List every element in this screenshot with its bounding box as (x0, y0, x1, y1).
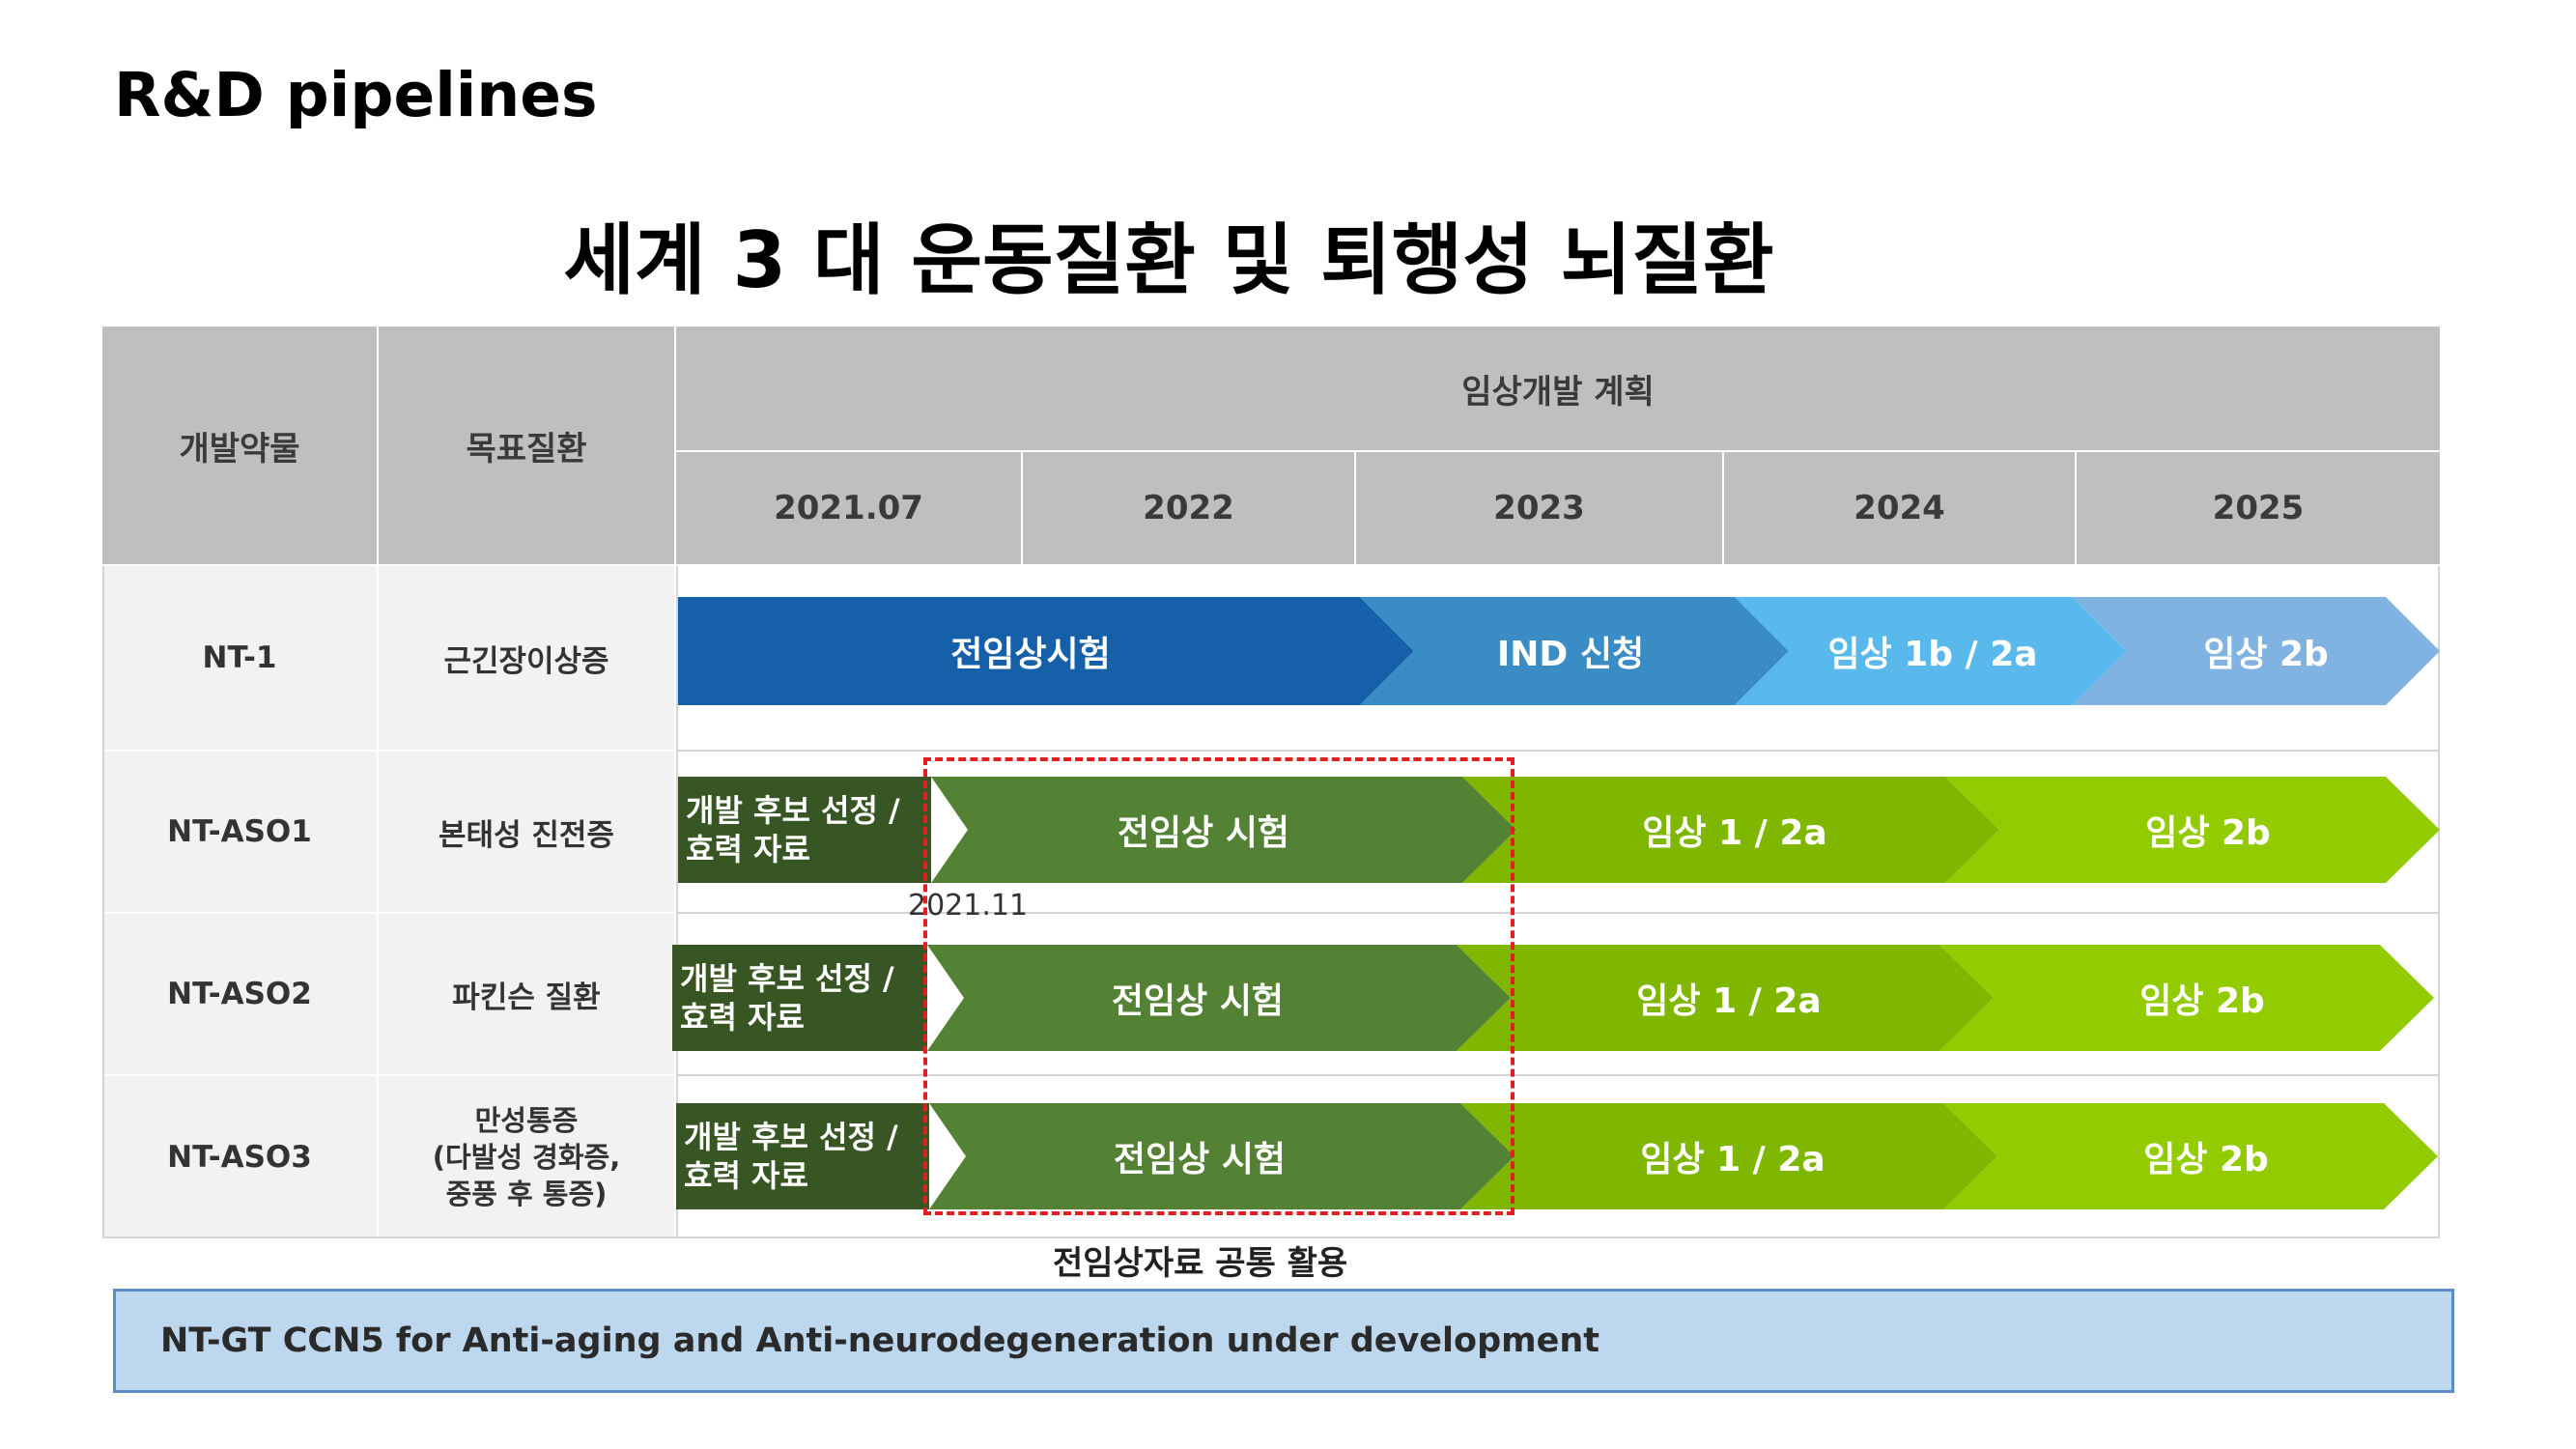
grid-line (676, 912, 2440, 914)
aso2-chevron-phase1 (1457, 945, 1994, 1051)
header-clinical-plan: 임상개발 계획 (676, 327, 2440, 450)
aso2-chevron-phase2b (1939, 945, 2434, 1051)
aso2-stage-candidate: 개발 후보 선정 / 효력 자료 (680, 960, 894, 1036)
row-drug-aso2: NT-ASO2 (102, 914, 377, 1074)
aso1-box-candidate (678, 777, 931, 883)
aso3-chevron-preclinical (929, 1103, 1514, 1209)
grid-line (676, 566, 678, 1238)
aso1-chevron-phase2b (1945, 777, 2440, 883)
annotation-date: 2021.11 (908, 889, 1029, 923)
aso3-stage-arrows (676, 1103, 2438, 1209)
row-disease-aso1: 본태성 진전증 (379, 752, 674, 912)
aso1-stage-phase1: 임상 1 / 2a (1642, 813, 1827, 853)
aso1-stage-preclinical: 전임상 시험 (1117, 813, 1290, 853)
aso2-box-candidate (672, 945, 927, 1051)
row-drug-nt1: NT-1 (102, 566, 377, 750)
aso2-stage-phase1: 임상 1 / 2a (1636, 981, 1822, 1021)
aso1-stage-candidate: 개발 후보 선정 / 효력 자료 (686, 792, 900, 867)
nt1-stage-preclinical: 전임상시험 (950, 635, 1111, 674)
shared-preclinical-highlight (923, 757, 1514, 1215)
aso3-chevron-phase1 (1460, 1103, 1997, 1209)
nt1-stage-phase2b: 임상 2b (2203, 635, 2329, 674)
row-disease-aso3: 만성통증 (다발성 경화증, 중풍 후 통증) (379, 1076, 674, 1238)
aso1-chevron-preclinical (931, 777, 1516, 883)
page-title: R&D pipelines (114, 60, 598, 130)
row-disease-nt1: 근긴장이상증 (379, 566, 674, 750)
nt1-stage-arrows (678, 597, 2440, 705)
aso1-stage-phase2b: 임상 2b (2145, 813, 2271, 853)
nt1-stage-ind: IND 신청 (1496, 635, 1645, 674)
grid-line (102, 566, 104, 1238)
header-disease: 목표질환 (379, 327, 674, 564)
shared-data-note: 전임상자료 공통 활용 (1053, 1244, 1348, 1283)
aso2-stage-preclinical: 전임상 시험 (1111, 981, 1285, 1021)
aso2-chevron-preclinical (927, 945, 1511, 1051)
slide-subtitle: 세계 3 대 운동질환 및 퇴행성 뇌질환 (563, 215, 1774, 305)
disease-line: 중풍 후 통증) (445, 1178, 608, 1210)
nt1-stage-phase1b: 임상 1b / 2a (1827, 635, 2038, 674)
grid-line (2438, 566, 2440, 1238)
aso3-box-candidate (676, 1103, 929, 1209)
aso3-stage-preclinical: 전임상 시험 (1113, 1140, 1287, 1179)
nt1-chevron-phase1b (1735, 597, 2127, 705)
header-drug: 개발약물 (102, 327, 377, 564)
aso3-chevron-phase2b (1943, 1103, 2438, 1209)
footer-text: NT-GT CCN5 for Anti-aging and Anti-neuro… (160, 1321, 1599, 1360)
aso2-stage-phase2b: 임상 2b (2139, 981, 2265, 1021)
nt1-chevron-phase2b (2073, 597, 2440, 705)
header-year-2025: 2025 (2077, 452, 2440, 564)
disease-line: (다발성 경화증, (432, 1141, 621, 1174)
nt1-chevron-preclinical (678, 597, 1414, 705)
grid-line (676, 750, 2440, 752)
header-year-2022: 2022 (1023, 452, 1354, 564)
aso3-stage-phase2b: 임상 2b (2143, 1140, 2269, 1179)
pipeline-table: 개발약물 목표질환 임상개발 계획 2021.07 2022 2023 2024… (102, 327, 2440, 1238)
aso1-chevron-phase1 (1462, 777, 1999, 883)
disease-line: 만성통증 (474, 1104, 579, 1137)
row-disease-aso2: 파킨슨 질환 (379, 914, 674, 1074)
footer-banner: NT-GT CCN5 for Anti-aging and Anti-neuro… (113, 1289, 2454, 1393)
row-drug-aso1: NT-ASO1 (102, 752, 377, 912)
header-year-2024: 2024 (1724, 452, 2075, 564)
nt1-chevron-ind (1360, 597, 1789, 705)
header-year-2021: 2021.07 (676, 452, 1021, 564)
aso2-stage-arrows (672, 945, 2434, 1051)
grid-line (102, 1236, 2440, 1238)
aso3-stage-candidate: 개발 후보 선정 / 효력 자료 (684, 1119, 898, 1194)
aso3-stage-phase1: 임상 1 / 2a (1640, 1140, 1826, 1179)
row-drug-aso3: NT-ASO3 (102, 1076, 377, 1238)
header-year-2023: 2023 (1356, 452, 1722, 564)
grid-line (676, 1074, 2440, 1076)
aso1-stage-arrows (678, 777, 2440, 883)
